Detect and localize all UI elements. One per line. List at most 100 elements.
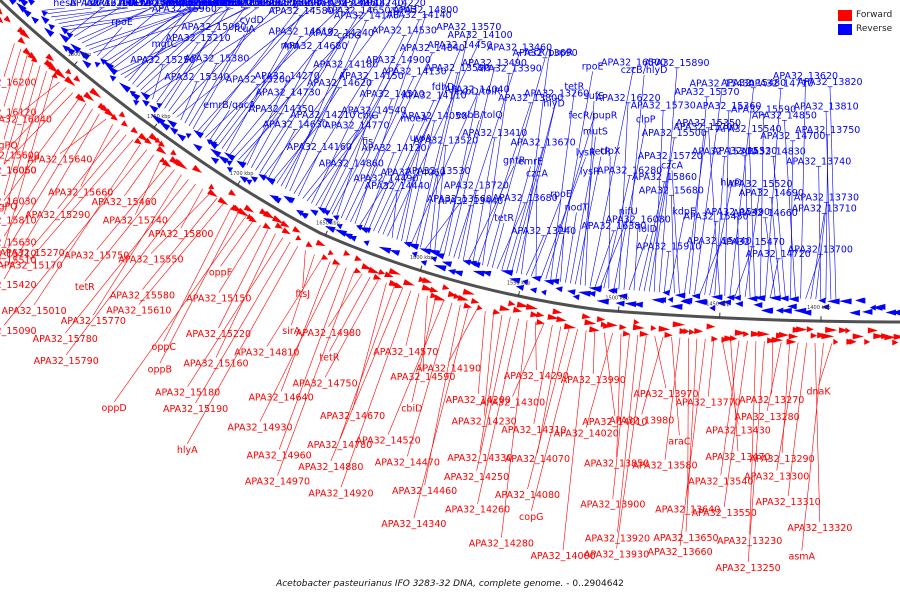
reverse-gene-label: APA32_14060	[381, 168, 446, 179]
feature-arrow-90	[433, 253, 445, 260]
label-leader-line	[424, 203, 460, 250]
feature-arrow-28	[129, 91, 141, 101]
forward-gene-label: APA32_16050	[0, 165, 37, 176]
reverse-gene-label: tetR	[564, 81, 584, 92]
label-leader-line	[594, 230, 615, 288]
feature-arrow-252	[429, 286, 439, 293]
label-leader-line	[411, 298, 436, 403]
reverse-gene-label: APA32_13440	[438, 196, 503, 207]
label-leader-line	[592, 331, 595, 375]
feature-arrow-134	[709, 305, 716, 312]
feature-arrow-128	[674, 292, 686, 299]
feature-arrow-181	[48, 63, 59, 74]
label-leader-line	[251, 50, 316, 168]
feature-arrow-97	[469, 262, 481, 269]
forward-gene-label: APA32_14290	[504, 371, 569, 382]
feature-arrow-119	[615, 300, 625, 307]
feature-arrow-120	[617, 293, 628, 300]
feature-arrow-81	[378, 246, 392, 254]
label-leader-line	[220, 220, 254, 267]
feature-arrow-262	[470, 297, 480, 304]
feature-arrow-273	[547, 313, 560, 320]
feature-arrow-16	[64, 45, 76, 56]
reverse-gene-label: cobG	[337, 31, 361, 42]
label-leader-line	[112, 7, 195, 69]
feature-arrow-10	[48, 23, 56, 31]
label-leader-line	[391, 190, 398, 238]
label-leader-line	[810, 213, 825, 299]
feature-arrow-243	[378, 268, 386, 275]
reverse-gene-label: APA32_15430	[689, 78, 754, 89]
forward-gene-label: APA32_13990	[561, 375, 626, 386]
label-leader-line	[19, 81, 60, 114]
reverse-gene-label: APA32_15840	[169, 0, 234, 9]
feature-arrow-127	[669, 303, 683, 310]
label-leader-line	[570, 176, 591, 284]
feature-arrow-125	[662, 289, 670, 296]
feature-arrow-231	[295, 234, 302, 241]
label-leader-line	[477, 311, 486, 395]
feature-arrow-50	[226, 160, 233, 167]
feature-arrow-142	[753, 302, 763, 309]
feature-arrow-101	[509, 277, 521, 284]
label-leader-line	[188, 33, 245, 127]
reverse-gene-label: moeA	[400, 114, 428, 125]
forward-gene-label: APA32_16030	[0, 196, 37, 207]
label-leader-line	[815, 202, 827, 300]
reverse-gene-label: APA32_13490	[462, 58, 527, 69]
label-leader-line	[124, 154, 154, 197]
forward-gene-label: APA32_14300	[480, 398, 545, 409]
reverse-gene-label: APA32_14490	[353, 174, 418, 185]
label-leader-line	[54, 7, 125, 21]
label-leader-line	[160, 31, 215, 106]
forward-gene-label: APA32_13540	[688, 476, 753, 487]
feature-arrow-227	[274, 222, 283, 229]
label-leader-line	[359, 183, 387, 226]
feature-arrow-21	[94, 61, 101, 68]
forward-gene-label: APA32_15170	[0, 261, 63, 272]
feature-arrow-75	[342, 233, 353, 240]
reverse-gene-label: cydD	[240, 15, 264, 26]
label-leader-line	[298, 151, 320, 197]
feature-arrow-322	[845, 327, 851, 334]
reverse-gene-label: APA32_13530	[405, 166, 470, 177]
feature-arrow-30	[140, 91, 151, 101]
label-leader-line	[671, 195, 675, 294]
reverse-gene-label: APA32_16740	[92, 0, 157, 9]
feature-arrow-280	[596, 316, 606, 323]
feature-arrow-146	[768, 295, 781, 302]
forward-gene-label: APA32_16200	[0, 78, 37, 89]
reverse-gene-label: APA32_15240	[307, 0, 372, 9]
label-leader-line	[476, 316, 511, 472]
feature-arrow-14	[65, 31, 74, 39]
reverse-gene-label: czcA	[661, 160, 683, 171]
feature-arrow-133	[699, 299, 708, 306]
reverse-gene-label: APA32_15650	[213, 0, 278, 9]
label-leader-line	[533, 324, 553, 424]
label-leader-line	[530, 328, 578, 512]
feature-arrow-159	[855, 297, 865, 304]
label-leader-line	[180, 81, 198, 121]
feature-arrow-106	[541, 289, 547, 296]
feature-arrow-189	[83, 91, 95, 102]
label-leader-line	[331, 146, 368, 215]
label-leader-line	[57, 129, 120, 209]
reverse-gene-label: APA32_15700	[673, 122, 738, 133]
feature-arrow-135	[710, 294, 723, 301]
forward-gene-label: asmA	[789, 552, 816, 563]
feature-arrow-228	[280, 220, 290, 228]
reverse-gene-label: APA32_15910	[636, 241, 701, 252]
feature-arrow-160	[860, 297, 866, 304]
feature-arrow-196	[120, 120, 128, 127]
reverse-gene-label: APA32_16080	[606, 214, 671, 225]
forward-gene-label: APA32_13550	[692, 508, 757, 519]
feature-arrow-325	[852, 333, 864, 340]
forward-gene-label: APA32_14470	[375, 457, 440, 468]
reverse-gene-label: gntR	[503, 155, 526, 166]
feature-arrow-239	[353, 267, 362, 274]
reverse-gene-label: APA32_14540	[341, 105, 406, 116]
label-leader-line	[506, 147, 544, 272]
label-leader-line	[579, 136, 596, 285]
forward-gene-label: APA32_15780	[33, 334, 98, 345]
feature-arrow-49	[223, 151, 236, 162]
